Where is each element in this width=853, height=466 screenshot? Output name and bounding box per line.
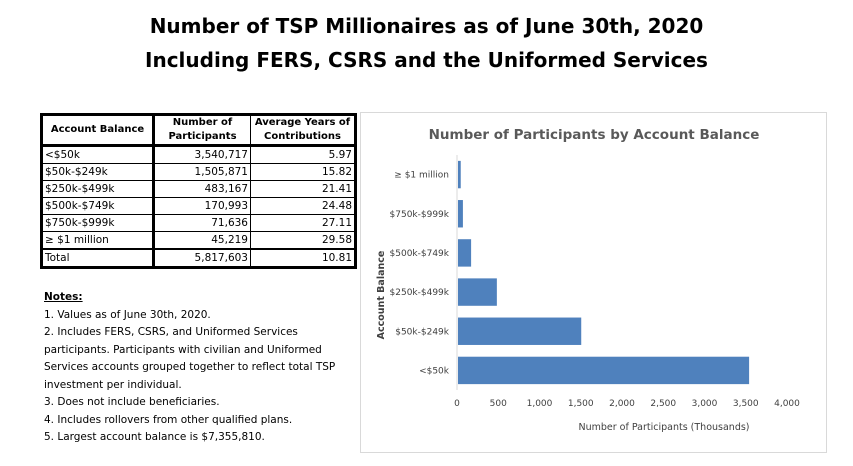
table-total-row: Total 5,817,603 10.81	[40, 248, 357, 269]
x-tick-label: 1,500	[568, 399, 594, 409]
note-item: 1. Values as of June 30th, 2020.	[44, 308, 211, 321]
y-tick-label: $500k-$749k	[390, 249, 450, 259]
table-header-row: Account Balance Number of Participants Av…	[40, 113, 357, 147]
bar	[458, 278, 497, 306]
x-axis-label: Number of Participants (Thousands)	[578, 422, 749, 433]
header-years: Average Years of Contributions	[250, 113, 357, 147]
bar	[458, 200, 463, 228]
note-item: 5. Largest account balance is $7,355,810…	[44, 431, 265, 443]
y-axis-label: Account Balance	[376, 251, 387, 340]
y-tick-label: $50k-$249k	[395, 327, 450, 337]
x-tick-label: 4,000	[774, 399, 800, 409]
y-tick-label: <$50k	[419, 366, 450, 376]
y-tick-label: ≥ $1 million	[394, 171, 449, 181]
x-tick-label: 3,000	[692, 399, 718, 409]
x-tick-label: 500	[490, 399, 507, 409]
note-item: 2. Includes FERS, CSRS, and Uniformed Se…	[44, 326, 336, 391]
note-item: 4. Includes rollovers from other qualifi…	[44, 413, 293, 426]
bar	[458, 317, 582, 345]
table-row: ≥ $1 million 45,219 29.58	[40, 231, 357, 250]
bar-chart: Number of Participants by Account Balanc…	[360, 112, 827, 453]
table-row: $500k-$749k 170,993 24.48	[40, 197, 357, 215]
x-tick-label: 2,500	[650, 399, 676, 409]
x-tick-label: 0	[454, 399, 460, 409]
header-account-balance: Account Balance	[40, 113, 155, 147]
bar	[458, 160, 461, 189]
notes-heading: Notes:	[44, 291, 83, 303]
bar-chart-svg: Number of Participants by Account Balanc…	[376, 127, 800, 433]
note-item: 3. Does not include beneficiaries.	[44, 396, 220, 408]
notes-section: Notes: 1. Values as of June 30th, 2020. …	[44, 289, 344, 447]
chart-marks: ≥ $1 million $750k-$999k $500k-$749k $250k-…	[390, 155, 800, 409]
bar	[458, 239, 472, 267]
header-participants: Number of Participants	[153, 113, 251, 147]
x-tick-label: 1,000	[527, 399, 553, 409]
page-title: Number of TSP Millionaires as of June 30…	[149, 14, 704, 38]
x-tick-label: 3,500	[733, 399, 759, 409]
bar	[458, 356, 750, 385]
chart-title: Number of Participants by Account Balanc…	[429, 127, 760, 143]
page-subtitle: Including FERS, CSRS and the Uniformed S…	[145, 48, 708, 72]
table-row: $50k-$249k 1,505,871 15.82	[40, 163, 357, 181]
table-row: <$50k 3,540,717 5.97	[40, 145, 357, 164]
table-row: $250k-$499k 483,167 21.41	[40, 180, 357, 198]
x-tick-label: 2,000	[609, 399, 635, 409]
y-tick-label: $750k-$999k	[390, 210, 450, 220]
table-row: $750k-$999k 71,636 27.11	[40, 214, 357, 232]
y-tick-label: $250k-$499k	[390, 288, 450, 298]
participants-table: Account Balance Number of Participants Av…	[40, 113, 357, 269]
